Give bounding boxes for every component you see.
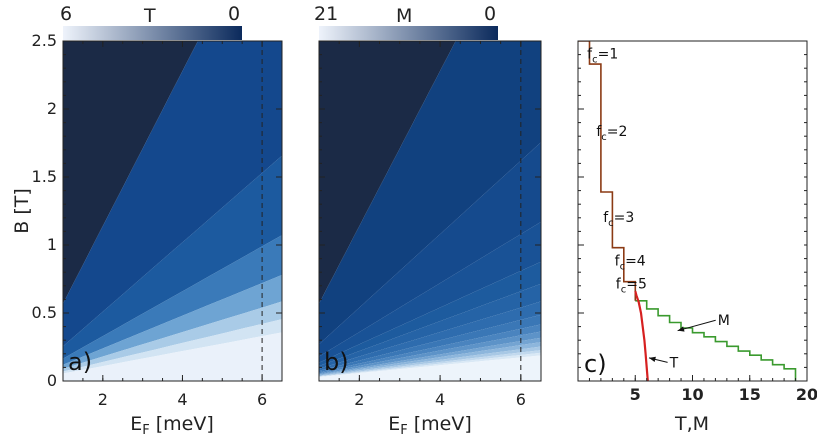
- arrow-label: M: [718, 313, 730, 329]
- plateau-region: [319, 142, 541, 357]
- panel-a-letter: a): [68, 348, 92, 376]
- plateau-region: [319, 352, 541, 378]
- fc-annotation: fc=5: [616, 277, 647, 296]
- colorbar-t-max: 0: [228, 3, 240, 25]
- panel-b-regions: [319, 41, 541, 381]
- plateau-region: [63, 235, 282, 365]
- plateau-region: [63, 301, 282, 372]
- colorbar-m-max: 0: [484, 3, 496, 25]
- fc-annotation: fc=2: [596, 124, 627, 143]
- panel-a-regions: [63, 41, 282, 381]
- tick-label: 0: [47, 371, 57, 390]
- plateau-region: [319, 314, 541, 373]
- panel-c-lines: [578, 41, 797, 381]
- fc-annotation: fc=1: [587, 47, 618, 66]
- plateau-region: [319, 283, 541, 369]
- plateau-region: [63, 319, 282, 374]
- tick-label: 20: [796, 385, 817, 404]
- tick-label: 4: [435, 390, 445, 409]
- tick-label: 10: [681, 385, 703, 404]
- fc-annotation: fc=3: [603, 210, 634, 229]
- plateau-region: [319, 324, 541, 374]
- plateau-region: [319, 41, 541, 345]
- panel-a-x-label: EF [meV]: [130, 413, 214, 437]
- series-m: [635, 299, 797, 381]
- tick-label: 0.5: [32, 303, 57, 322]
- tick-label: 1.5: [32, 167, 57, 186]
- plateau-region: [319, 350, 541, 377]
- plateau-region: [319, 346, 541, 377]
- plateau-region: [319, 221, 541, 363]
- tick-label: 2: [354, 390, 364, 409]
- plateau-region: [63, 274, 282, 369]
- series-stairs: [578, 41, 637, 301]
- plateau-region: [63, 41, 282, 347]
- panel-c-annotations: fc=1 fc=2 fc=3 fc=4 fc=5 M T: [587, 47, 730, 372]
- arrow-line: [677, 319, 716, 332]
- plateau-region: [63, 155, 282, 359]
- colorbar-m-label: M: [396, 5, 412, 27]
- colorbar-t-min: 6: [60, 3, 72, 25]
- plateau-region: [319, 41, 456, 304]
- y-axis-label: B [T]: [11, 188, 33, 234]
- colorbar-t: [63, 26, 242, 40]
- colorbar-m-min: 21: [314, 3, 338, 25]
- tick-label: 15: [739, 385, 761, 404]
- panel-b-frame: [318, 40, 542, 382]
- panel-c-letter: c): [584, 350, 607, 378]
- panel-c-x-label: T,M: [674, 413, 709, 435]
- tick-label: 5: [630, 385, 641, 404]
- arrow-head: [648, 356, 656, 363]
- tick-label: 1: [47, 235, 57, 254]
- colorbar-m: [319, 26, 498, 40]
- tick-label: 6: [257, 390, 267, 409]
- plateau-region: [319, 331, 541, 375]
- plateau-region: [319, 301, 541, 371]
- panel-a-frame: [62, 40, 283, 382]
- fc-annotation: fc=4: [615, 253, 646, 272]
- tick-label: 2.5: [32, 31, 57, 50]
- tick-label: 2: [47, 99, 57, 118]
- tick-marks: [62, 40, 808, 382]
- panel-b-letter: b): [324, 348, 349, 376]
- plateau-region: [319, 337, 541, 375]
- plateau-region: [319, 355, 541, 381]
- arrow-head: [677, 326, 685, 332]
- tick-labels: 0 0.5 1 1.5 2 2.5 2 4 6 2 4 6 5 10 15 20: [32, 31, 817, 409]
- tick-label: 4: [177, 390, 187, 409]
- arrow-label: T: [669, 355, 679, 371]
- plateau-region: [63, 41, 198, 304]
- plateau-region: [319, 342, 541, 376]
- panel-b-x-label: EF [meV]: [388, 413, 472, 437]
- panel-c-background: [578, 41, 807, 381]
- plateau-region: [63, 332, 282, 381]
- colorbar-t-label: T: [143, 5, 156, 27]
- tick-label: 6: [516, 390, 526, 409]
- plateau-region: [319, 261, 541, 366]
- tick-label: 2: [98, 390, 108, 409]
- series-t: [634, 290, 649, 381]
